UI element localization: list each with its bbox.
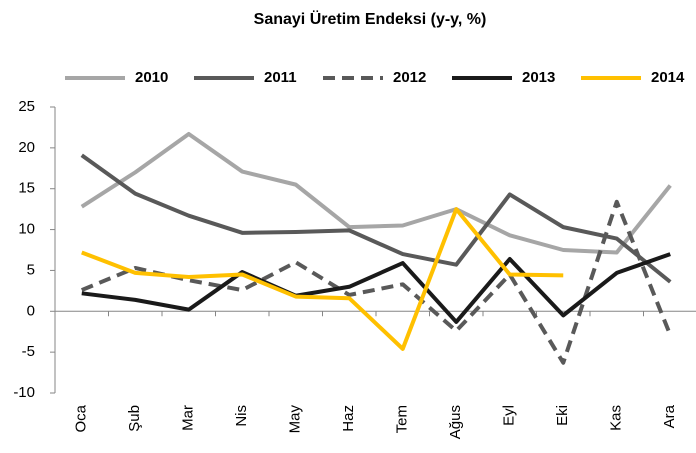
x-tick-label: May [287, 405, 304, 434]
x-tick-label: Mar [180, 405, 197, 431]
y-tick-label: -5 [22, 343, 35, 360]
chart-title: Sanayi Üretim Endeksi (y-y, %) [254, 9, 487, 28]
x-tick-label: Eyl [501, 405, 518, 426]
series-line [81, 207, 564, 351]
x-tick-label: Eki [554, 405, 571, 426]
y-tick-label: 5 [27, 261, 35, 278]
legend-label: 2014 [651, 69, 685, 86]
series-line [80, 153, 672, 284]
x-tick-label: Oca [73, 404, 90, 432]
x-tick-label: Nis [233, 405, 250, 427]
y-tick-label: 15 [18, 180, 35, 197]
y-tick-label: 25 [18, 98, 35, 115]
x-tick-label: Şub [126, 405, 143, 432]
x-tick-label: Ara [661, 404, 678, 428]
y-tick-label: 10 [18, 221, 35, 238]
legend-label: 2011 [264, 69, 297, 86]
y-tick-label: -10 [13, 384, 35, 401]
x-tick-label: Haz [340, 405, 357, 432]
y-tick-label: 0 [27, 302, 35, 319]
y-tick-label: 20 [18, 139, 35, 156]
series-line [81, 252, 671, 324]
legend-label: 2010 [135, 69, 168, 86]
legend-label: 2013 [522, 69, 555, 86]
series-line [80, 131, 672, 255]
x-tick-label: Ağus [447, 405, 464, 439]
legend-label: 2012 [393, 69, 426, 86]
x-tick-label: Kas [608, 405, 625, 431]
x-tick-label: Tem [394, 405, 411, 433]
